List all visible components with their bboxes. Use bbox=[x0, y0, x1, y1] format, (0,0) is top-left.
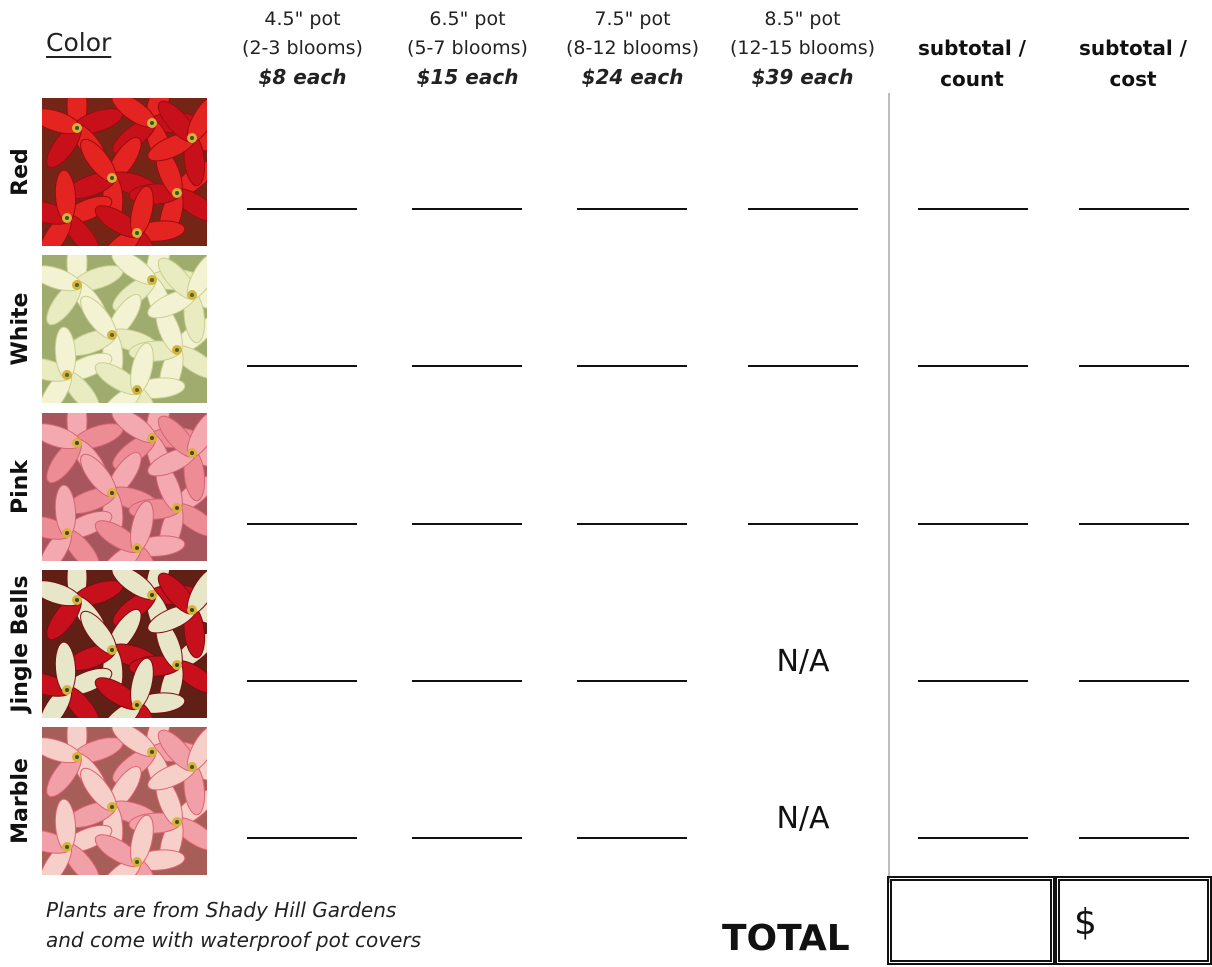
subtotal-cost-line2: cost bbox=[1109, 67, 1157, 91]
subtotal-count-red-field[interactable] bbox=[918, 208, 1028, 210]
color-column-header: Color bbox=[46, 28, 112, 57]
total-cost-box[interactable] bbox=[1055, 876, 1212, 965]
subtotal-count-white-field[interactable] bbox=[918, 365, 1028, 367]
row-label-marble: Marble bbox=[7, 758, 33, 844]
column-header-7-5-pot: 7.5" pot (8-12 blooms) $24 each bbox=[545, 5, 720, 92]
dollar-sign: $ bbox=[1074, 902, 1097, 943]
subtotal-count-header: subtotal / count bbox=[897, 33, 1047, 95]
qty-7-5-pot-marble-field[interactable] bbox=[577, 837, 687, 839]
supplier-note-line2: and come with waterproof pot covers bbox=[46, 928, 422, 952]
subtotal-count-jingle-bells-field[interactable] bbox=[918, 680, 1028, 682]
qty-6-5-pot-pink-field[interactable] bbox=[412, 523, 522, 525]
qty-7-5-pot-white-field[interactable] bbox=[577, 365, 687, 367]
column-header-6-5-pot: 6.5" pot (5-7 blooms) $15 each bbox=[380, 5, 555, 92]
poinsettia-photo-red bbox=[42, 98, 207, 246]
total-count-box[interactable] bbox=[887, 876, 1055, 965]
subtotal-count-marble-field[interactable] bbox=[918, 837, 1028, 839]
subtotal-cost-white-field[interactable] bbox=[1079, 365, 1189, 367]
subtotal-cost-marble-field[interactable] bbox=[1079, 837, 1189, 839]
qty-6-5-pot-white-field[interactable] bbox=[412, 365, 522, 367]
qty-7-5-pot-pink-field[interactable] bbox=[577, 523, 687, 525]
pot-size: 7.5" pot bbox=[594, 8, 671, 30]
poinsettia-photo-white bbox=[42, 255, 207, 403]
poinsettia-photo-marble bbox=[42, 727, 207, 875]
subtotal-cost-header: subtotal / cost bbox=[1058, 33, 1208, 95]
subtotal-cost-pink-field[interactable] bbox=[1079, 523, 1189, 525]
pot-size: 4.5" pot bbox=[264, 8, 341, 30]
bloom-count: (8-12 blooms) bbox=[566, 37, 699, 59]
bloom-count: (2-3 blooms) bbox=[242, 37, 363, 59]
qty-8-5-pot-pink-field[interactable] bbox=[748, 523, 858, 525]
row-label-pink: Pink bbox=[7, 460, 33, 514]
subtotal-cost-line1: subtotal / bbox=[1079, 36, 1187, 60]
pot-size: 8.5" pot bbox=[764, 8, 841, 30]
qty-6-5-pot-jingle-bells-field[interactable] bbox=[412, 680, 522, 682]
subtotal-count-line2: count bbox=[940, 67, 1004, 91]
row-label-red: Red bbox=[7, 148, 33, 196]
qty-8-5-pot-white-field[interactable] bbox=[748, 365, 858, 367]
bloom-count: (5-7 blooms) bbox=[407, 37, 528, 59]
row-label-jingle-bells: Jingle Bells bbox=[7, 575, 33, 713]
qty-4-5-pot-red-field[interactable] bbox=[247, 208, 357, 210]
qty-8-5-pot-red-field[interactable] bbox=[748, 208, 858, 210]
bloom-count: (12-15 blooms) bbox=[729, 37, 876, 59]
qty-4-5-pot-marble-field[interactable] bbox=[247, 837, 357, 839]
supplier-note-line1: Plants are from Shady Hill Gardens bbox=[46, 898, 397, 922]
poinsettia-photo-pink bbox=[42, 413, 207, 561]
subtotal-count-pink-field[interactable] bbox=[918, 523, 1028, 525]
subtotal-count-line1: subtotal / bbox=[918, 36, 1026, 60]
not-available-jingle-bells: N/A bbox=[776, 644, 830, 679]
not-available-marble: N/A bbox=[776, 801, 830, 836]
subtotal-cost-jingle-bells-field[interactable] bbox=[1079, 680, 1189, 682]
qty-4-5-pot-pink-field[interactable] bbox=[247, 523, 357, 525]
column-divider bbox=[888, 93, 890, 883]
pot-price: $15 each bbox=[416, 65, 519, 89]
supplier-note: Plants are from Shady Hill Gardens and c… bbox=[46, 895, 421, 955]
column-header-4-5-pot: 4.5" pot (2-3 blooms) $8 each bbox=[215, 5, 390, 92]
pot-price: $24 each bbox=[581, 65, 684, 89]
qty-6-5-pot-marble-field[interactable] bbox=[412, 837, 522, 839]
subtotal-cost-red-field[interactable] bbox=[1079, 208, 1189, 210]
pot-price: $8 each bbox=[258, 65, 347, 89]
qty-6-5-pot-red-field[interactable] bbox=[412, 208, 522, 210]
qty-7-5-pot-red-field[interactable] bbox=[577, 208, 687, 210]
pot-price: $39 each bbox=[751, 65, 854, 89]
qty-4-5-pot-jingle-bells-field[interactable] bbox=[247, 680, 357, 682]
pot-size: 6.5" pot bbox=[429, 8, 506, 30]
row-label-white: White bbox=[7, 292, 33, 366]
column-header-8-5-pot: 8.5" pot (12-15 blooms) $39 each bbox=[715, 5, 890, 92]
qty-4-5-pot-white-field[interactable] bbox=[247, 365, 357, 367]
total-label: TOTAL bbox=[722, 918, 850, 959]
qty-7-5-pot-jingle-bells-field[interactable] bbox=[577, 680, 687, 682]
poinsettia-photo-jingle-bells bbox=[42, 570, 207, 718]
